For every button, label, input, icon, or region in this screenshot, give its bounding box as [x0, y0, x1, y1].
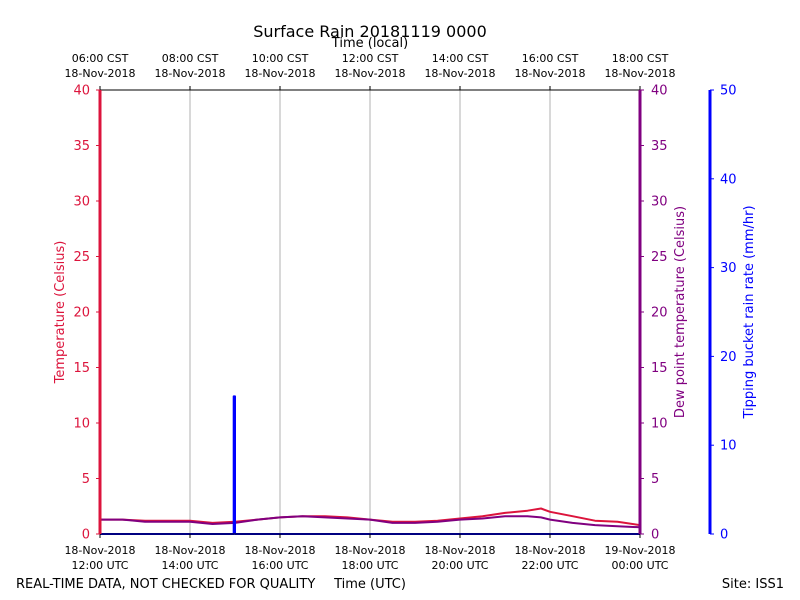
x-bottom-tick-date: 18-Nov-2018 — [334, 544, 405, 557]
x-bottom-tick-date: 18-Nov-2018 — [244, 544, 315, 557]
y-right1-tick-label: 30 — [651, 195, 668, 210]
y-right1-tick-label: 5 — [651, 472, 659, 487]
y-left-label: Temperature (Celsius) — [53, 241, 68, 385]
x-bottom-tick-time: 12:00 UTC — [71, 559, 128, 572]
x-top-tick-time: 06:00 CST — [72, 52, 129, 65]
x-top-tick-date: 18-Nov-2018 — [64, 67, 135, 80]
x-top-tick-time: 14:00 CST — [432, 52, 489, 65]
y-right1-tick-label: 40 — [651, 84, 668, 99]
x-top-tick-time: 08:00 CST — [162, 52, 219, 65]
y-left-tick-label: 25 — [73, 250, 90, 265]
y-right2-tick-label: 0 — [720, 528, 728, 543]
x-top-tick-date: 18-Nov-2018 — [154, 67, 225, 80]
y-right2-tick-label: 50 — [720, 84, 737, 99]
x-top-tick-time: 10:00 CST — [252, 52, 309, 65]
y-right1-tick-label: 10 — [651, 417, 668, 432]
y-left-tick-label: 40 — [73, 84, 90, 99]
y-left-tick-label: 5 — [82, 472, 90, 487]
x-top-tick-time: 12:00 CST — [342, 52, 399, 65]
x-axis-label: Time (UTC) — [333, 577, 406, 592]
y-left-tick-label: 35 — [73, 139, 90, 154]
y-right1-label: Dew point temperature (Celsius) — [673, 206, 688, 418]
x-top-tick-time: 18:00 CST — [612, 52, 669, 65]
x-bottom-tick-time: 14:00 UTC — [161, 559, 218, 572]
x-top-tick-date: 18-Nov-2018 — [334, 67, 405, 80]
footer-site: Site: ISS1 — [722, 577, 784, 592]
y-right2-tick-label: 10 — [720, 439, 737, 454]
y-right1-tick-label: 0 — [651, 528, 659, 543]
y-left-tick-label: 0 — [82, 528, 90, 543]
x-bottom-tick-date: 18-Nov-2018 — [64, 544, 135, 557]
y-left-tick-label: 20 — [73, 306, 90, 321]
y-right2-tick-label: 20 — [720, 350, 737, 365]
footer-quality-note: REAL-TIME DATA, NOT CHECKED FOR QUALITY — [16, 577, 315, 592]
y-right1-tick-label: 25 — [651, 250, 668, 265]
x-bottom-tick-time: 18:00 UTC — [341, 559, 398, 572]
x-bottom-tick-date: 18-Nov-2018 — [514, 544, 585, 557]
chart-title: Surface Rain 20181119 0000 — [253, 22, 487, 41]
x-bottom-tick-time: 00:00 UTC — [611, 559, 668, 572]
y-right1-tick-label: 15 — [651, 361, 668, 376]
x-top-tick-time: 16:00 CST — [522, 52, 579, 65]
x-top-tick-date: 18-Nov-2018 — [424, 67, 495, 80]
y-right1-tick-label: 35 — [651, 139, 668, 154]
x-bottom-tick-date: 19-Nov-2018 — [604, 544, 675, 557]
grid-lines — [189, 90, 551, 534]
axes — [98, 89, 712, 535]
x-top-tick-date: 18-Nov-2018 — [514, 67, 585, 80]
y-right2-tick-label: 40 — [720, 172, 737, 187]
y-right2-tick-label: 30 — [720, 261, 737, 276]
top-axis-label: Time (local) — [331, 36, 408, 51]
x-bottom-tick-time: 16:00 UTC — [251, 559, 308, 572]
y-right2-label: Tipping bucket rain rate (mm/hr) — [742, 205, 757, 419]
y-left-tick-label: 30 — [73, 195, 90, 210]
y-left-tick-label: 10 — [73, 417, 90, 432]
x-top-tick-date: 18-Nov-2018 — [604, 67, 675, 80]
x-bottom-tick-date: 18-Nov-2018 — [424, 544, 495, 557]
tick-labels: 18-Nov-2018 12:00 UTC 18-Nov-2018 14:00 UTC… — [64, 52, 736, 572]
x-bottom-tick-time: 22:00 UTC — [521, 559, 578, 572]
x-top-tick-date: 18-Nov-2018 — [244, 67, 315, 80]
x-bottom-tick-date: 18-Nov-2018 — [154, 544, 225, 557]
x-bottom-tick-time: 20:00 UTC — [431, 559, 488, 572]
series-dew-point-temperature — [100, 515, 641, 529]
y-right1-tick-label: 20 — [651, 306, 668, 321]
y-left-tick-label: 15 — [73, 361, 90, 376]
